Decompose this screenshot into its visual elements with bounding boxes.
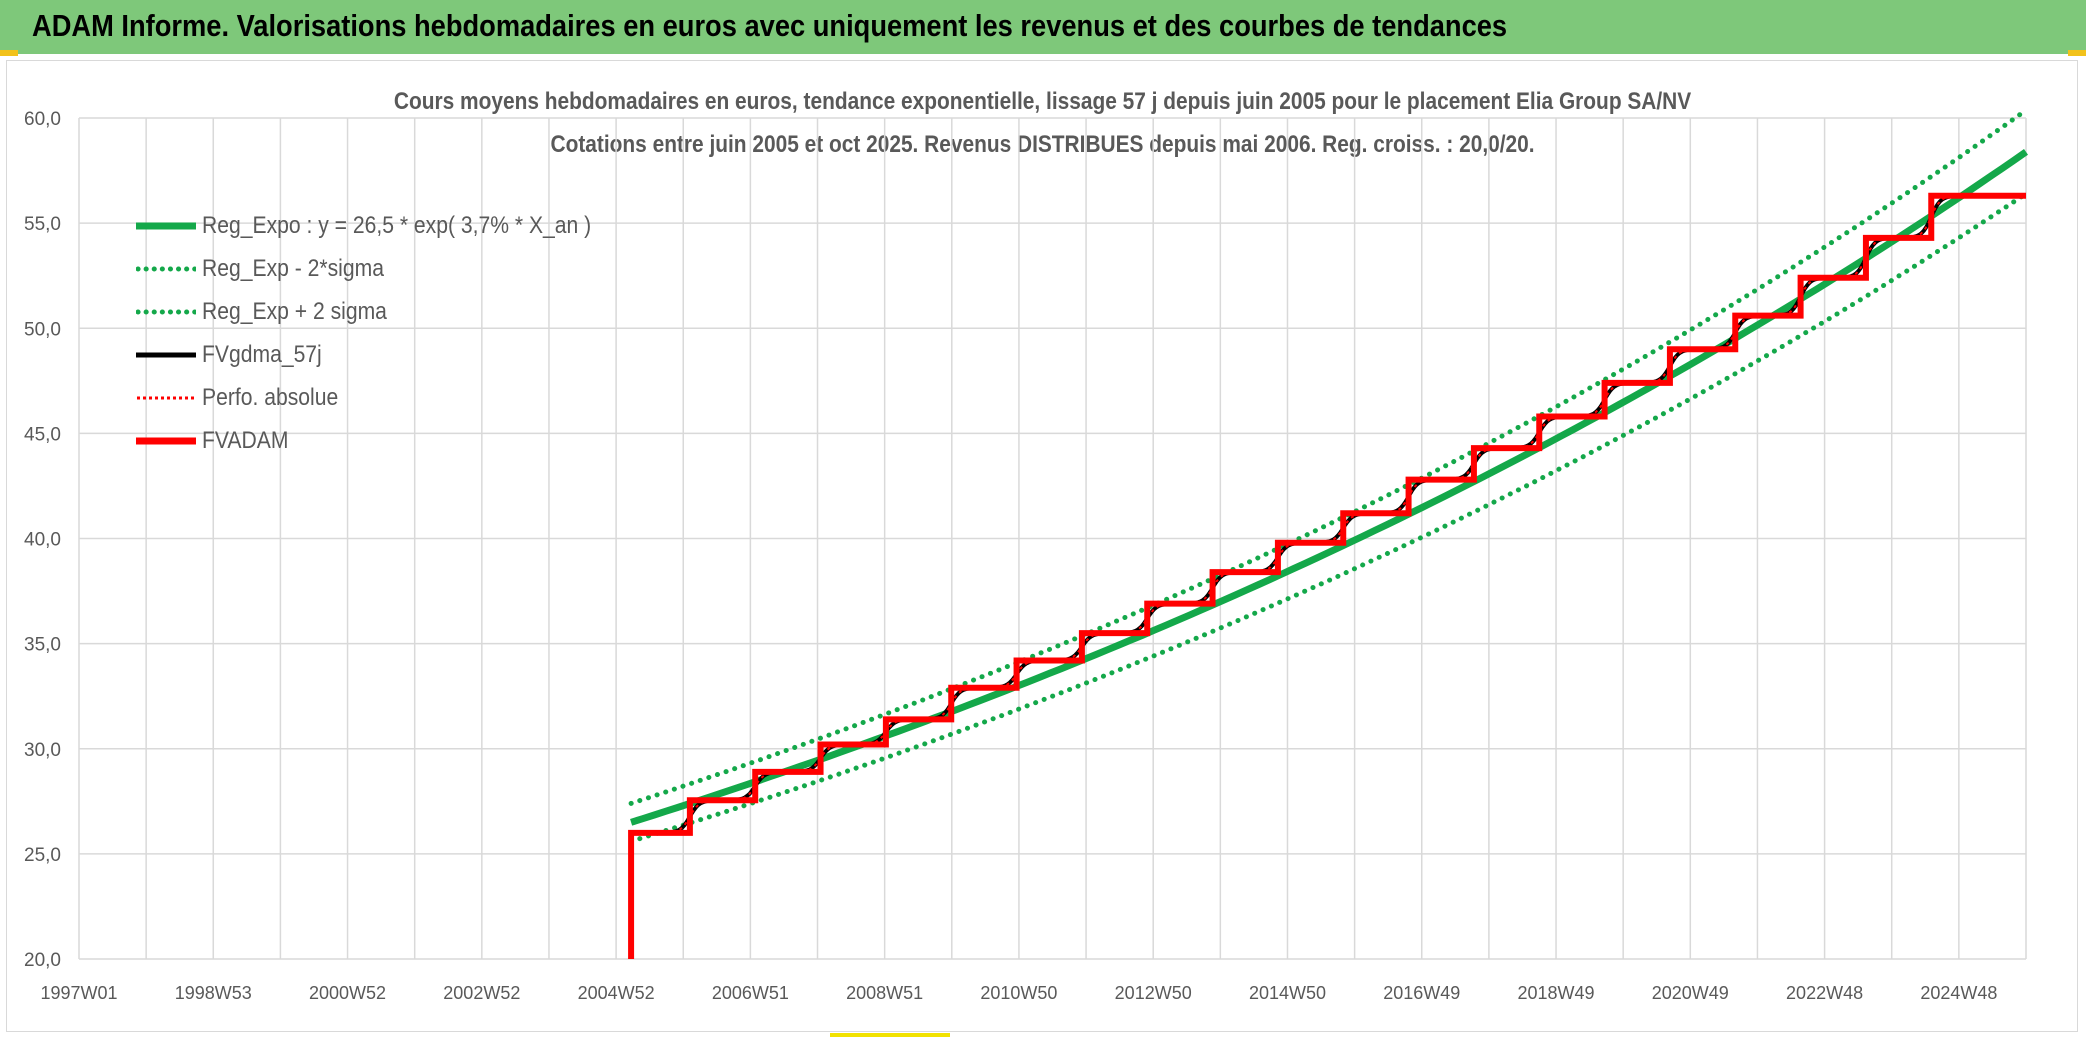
x-tick-label: 2012W50 xyxy=(1115,983,1192,1003)
chart-title-line2-text: Cotations entre juin 2005 et oct 2025. R… xyxy=(550,131,1536,158)
x-tick-label: 2000W52 xyxy=(309,983,386,1003)
y-axis-ticks: 20,0 25,0 30,0 35,0 40,0 45,0 50,0 55,0 60,0 xyxy=(24,109,61,971)
y-tick-label: 55,0 xyxy=(24,214,61,235)
y-tick-label: 25,0 xyxy=(24,845,61,866)
y-tick-label: 50,0 xyxy=(24,319,61,340)
x-tick-label: 1997W01 xyxy=(40,983,117,1003)
x-tick-label: 2014W50 xyxy=(1249,983,1326,1003)
legend-label: Reg_Exp - 2*sigma xyxy=(202,254,384,282)
y-tick-label: 35,0 xyxy=(24,635,61,656)
bottom-accent xyxy=(830,1033,950,1037)
legend-label: Perfo. absolue xyxy=(202,383,339,411)
x-axis-ticks: 1997W01 1998W53 2000W52 2002W52 2004W52 2006W… xyxy=(40,983,1997,1003)
x-tick-label: 2018W49 xyxy=(1518,983,1595,1003)
chart-frame xyxy=(6,60,2078,1032)
legend-item-fvadam: FVADAM xyxy=(136,419,644,462)
x-tick-label: 2006W51 xyxy=(712,983,789,1003)
legend-item-perfo-absolue: Perfo. absolue xyxy=(136,376,644,419)
series-reg-exp-minus-2sigma xyxy=(628,191,2029,844)
y-tick-label: 20,0 xyxy=(24,950,61,971)
y-tick-label: 45,0 xyxy=(24,424,61,445)
x-tick-label: 2024W48 xyxy=(1920,983,1997,1003)
series-reg-exp-plus-2sigma xyxy=(628,107,2029,806)
chart-title-line2: Cotations entre juin 2005 et oct 2025. R… xyxy=(0,131,2086,159)
y-tick-label: 40,0 xyxy=(24,530,61,551)
chart-legend: Reg_Expo : y = 26,5 * exp( 3,7% * X_an )… xyxy=(136,204,644,462)
legend-label: FVADAM xyxy=(202,426,289,454)
header-bar: ADAM Informe. Valorisations hebdomadaire… xyxy=(0,0,2086,56)
series-fvadam xyxy=(628,192,2026,959)
legend-item-reg-exp-minus: Reg_Exp - 2*sigma xyxy=(136,247,644,290)
header-corner-accent-right xyxy=(2068,50,2086,56)
page-title: ADAM Informe. Valorisations hebdomadaire… xyxy=(32,8,1508,43)
x-tick-label: 2020W49 xyxy=(1652,983,1729,1003)
y-tick-label: 30,0 xyxy=(24,740,61,761)
legend-item-reg-exp-plus: Reg_Exp + 2 sigma xyxy=(136,290,644,333)
legend-label: FVgdma_57j xyxy=(202,340,322,368)
chart-title-line1-text: Cours moyens hebdomadaires en euros, ten… xyxy=(394,88,1692,115)
x-tick-label: 2002W52 xyxy=(443,983,520,1003)
legend-swatch-solid-black xyxy=(136,352,196,357)
legend-swatch-dotted-green xyxy=(136,266,196,271)
legend-item-fvgdma: FVgdma_57j xyxy=(136,333,644,376)
x-tick-label: 2022W48 xyxy=(1786,983,1863,1003)
legend-swatch-dotted-red xyxy=(137,396,196,399)
legend-label: Reg_Exp + 2 sigma xyxy=(202,297,387,325)
chart-grid xyxy=(78,117,2027,960)
legend-swatch-dotted-green xyxy=(136,309,196,314)
legend-swatch-solid-green xyxy=(136,222,196,229)
x-tick-label: 2016W49 xyxy=(1383,983,1460,1003)
x-tick-label: 2008W51 xyxy=(846,983,923,1003)
legend-swatch-solid-red xyxy=(136,437,196,444)
chart-series xyxy=(628,107,2029,959)
legend-item-reg-expo: Reg_Expo : y = 26,5 * exp( 3,7% * X_an ) xyxy=(136,204,644,247)
header-corner-accent-left xyxy=(0,50,18,56)
x-tick-label: 2004W52 xyxy=(578,983,655,1003)
chart-title-line1: Cours moyens hebdomadaires en euros, ten… xyxy=(0,88,2086,116)
x-tick-label: 2010W50 xyxy=(980,983,1057,1003)
y-tick-label: 60,0 xyxy=(24,109,61,130)
x-tick-label: 1998W53 xyxy=(175,983,252,1003)
legend-label: Reg_Expo : y = 26,5 * exp( 3,7% * X_an ) xyxy=(202,211,592,239)
